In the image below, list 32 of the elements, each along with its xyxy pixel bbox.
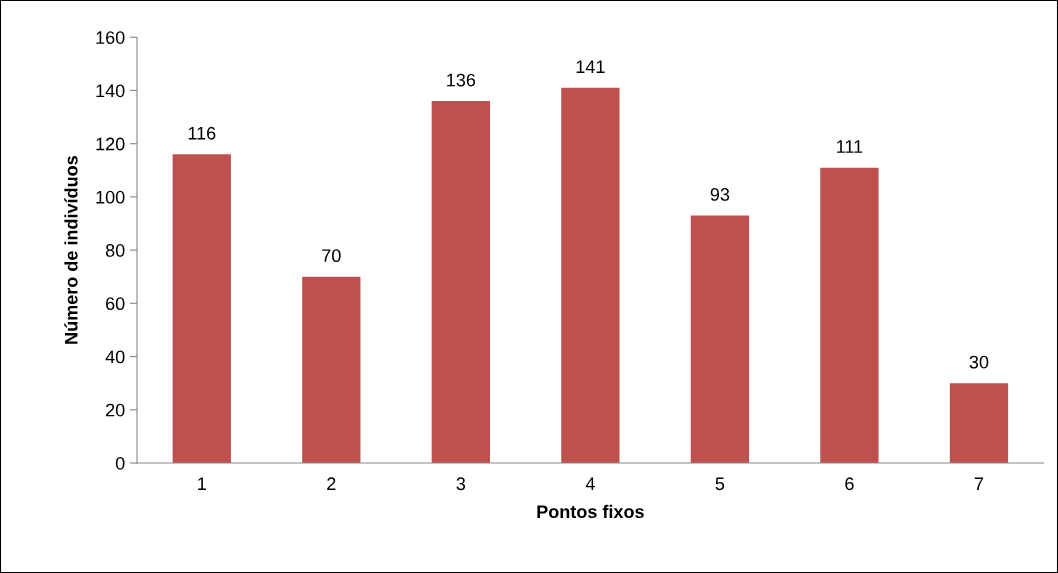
data-label: 136: [447, 73, 476, 87]
y-tick-label: 100: [96, 190, 125, 204]
y-tick-label: 80: [105, 244, 125, 257]
x-tick-label: 6: [845, 477, 854, 491]
bar: [561, 87, 620, 463]
y-axis-title: Número de indivíduos: [64, 156, 78, 344]
y-tick-label: 160: [96, 31, 125, 44]
data-label: 70: [322, 249, 341, 263]
x-tick-label: 7: [974, 477, 984, 490]
y-tick-label: 20: [106, 403, 125, 417]
y-tick-label: 140: [96, 84, 125, 98]
bar: [431, 101, 490, 463]
data-label: 93: [710, 188, 730, 201]
data-label: 30: [969, 355, 989, 369]
y-tick-label: 40: [105, 350, 125, 364]
y-tick-label: 60: [106, 297, 125, 311]
x-tick-label: 2: [327, 477, 336, 490]
x-tick-label: 1: [198, 477, 206, 490]
bar: [820, 167, 879, 463]
data-label: 141: [576, 60, 605, 73]
bar: [949, 383, 1009, 463]
data-label: 111: [837, 140, 863, 153]
y-tick-label: 120: [96, 137, 125, 151]
x-tick-label: 3: [456, 477, 466, 491]
data-label: 116: [188, 126, 216, 140]
bar: [302, 276, 361, 463]
bar: [690, 215, 750, 463]
bar: [172, 154, 231, 463]
x-tick-label: 4: [585, 477, 595, 490]
y-tick-label: 0: [115, 456, 125, 470]
x-axis-title: Pontos fixos: [537, 504, 644, 519]
x-tick-label: 5: [715, 477, 725, 491]
